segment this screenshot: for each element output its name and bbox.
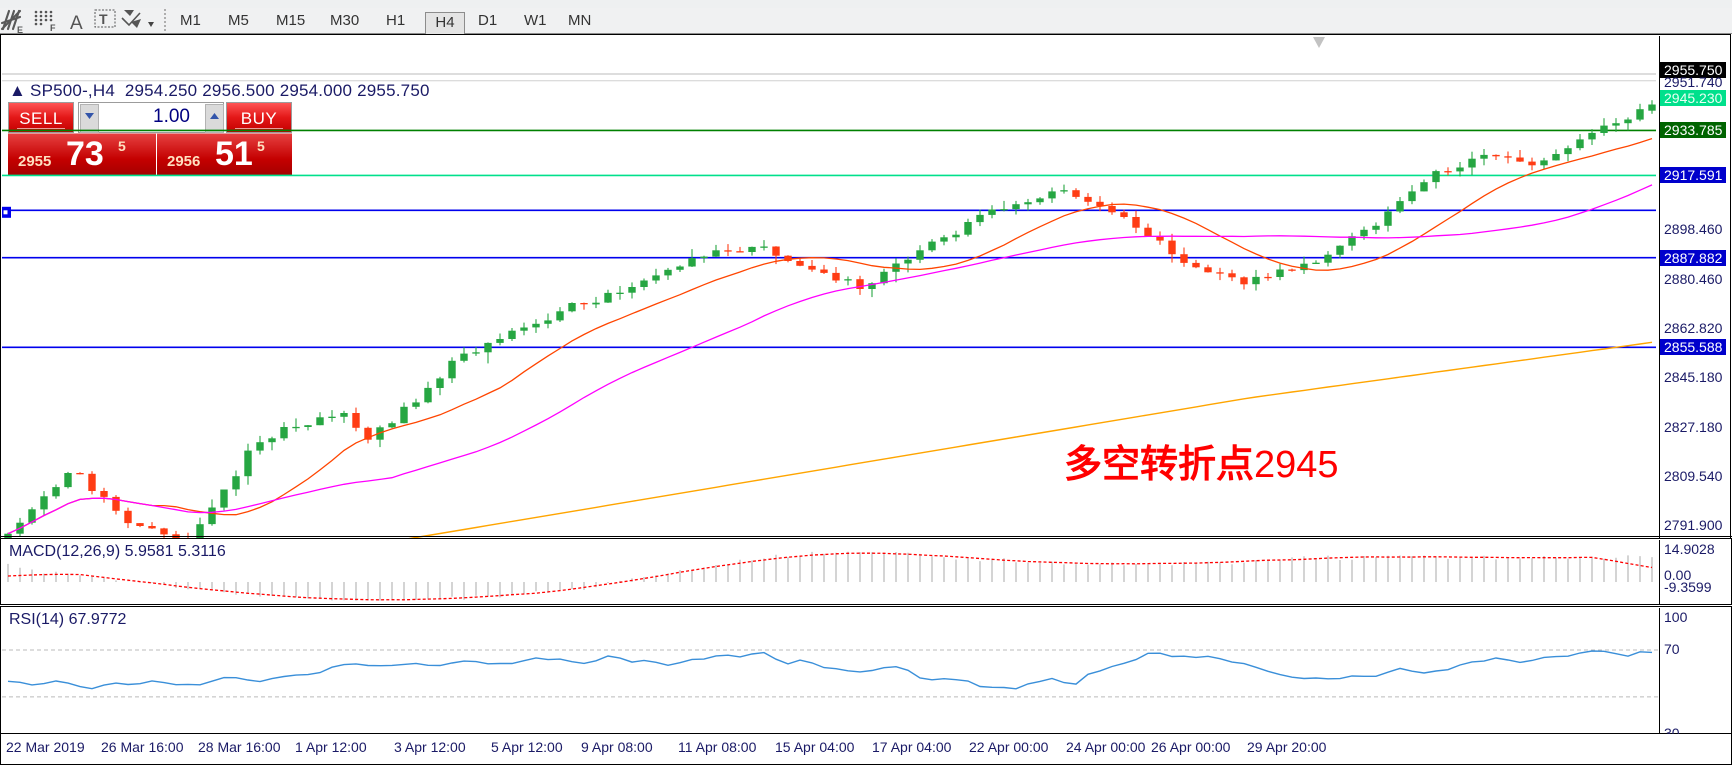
svg-text:T: T — [99, 11, 108, 27]
svg-text:E: E — [17, 25, 23, 34]
svg-text:F: F — [50, 23, 56, 33]
svg-text:多空转折点2945: 多空转折点2945 — [1064, 444, 1339, 486]
svg-text:A: A — [70, 13, 83, 34]
